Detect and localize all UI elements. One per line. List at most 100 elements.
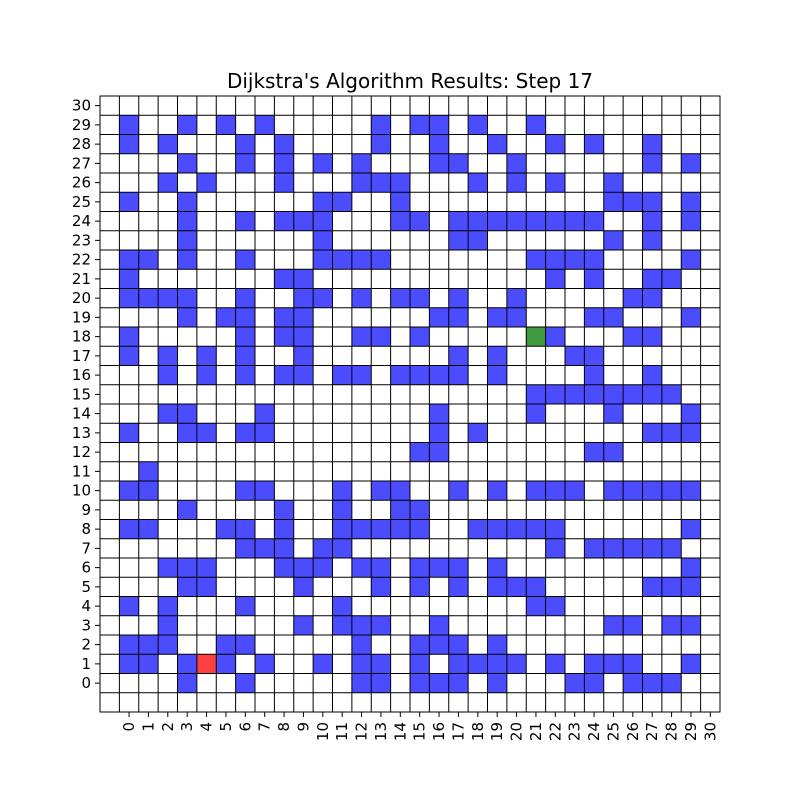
y-tick-label: 21 xyxy=(72,270,91,288)
obstacle-cell xyxy=(623,327,643,347)
obstacle-cell xyxy=(351,673,372,693)
y-tick-label: 8 xyxy=(81,520,91,538)
obstacle-cell xyxy=(448,230,469,250)
obstacle-cell xyxy=(371,673,391,693)
obstacle-cell xyxy=(274,173,294,193)
x-tick-label: 8 xyxy=(275,722,293,732)
obstacle-cell xyxy=(351,615,372,635)
obstacle-cell xyxy=(603,404,624,424)
obstacle-cell xyxy=(390,192,410,212)
obstacle-cell xyxy=(177,230,197,250)
obstacle-cell xyxy=(506,288,527,308)
obstacle-cell xyxy=(526,596,546,616)
obstacle-cell xyxy=(681,654,701,674)
obstacle-cell xyxy=(487,211,507,231)
obstacle-cell xyxy=(138,461,159,481)
obstacle-cell xyxy=(119,269,139,289)
obstacle-cell xyxy=(351,635,372,655)
obstacle-cell xyxy=(313,654,333,674)
obstacle-cell xyxy=(661,673,682,693)
obstacle-cell xyxy=(274,211,294,231)
obstacle-cell xyxy=(487,134,507,154)
obstacle-cell xyxy=(235,635,255,655)
y-tick-label: 1 xyxy=(81,655,91,673)
obstacle-cell xyxy=(119,423,139,443)
y-tick-label: 16 xyxy=(72,366,91,384)
obstacle-cell xyxy=(274,558,294,578)
obstacle-cell xyxy=(235,307,255,327)
obstacle-cell xyxy=(584,384,604,404)
obstacle-cell xyxy=(661,538,682,558)
obstacle-cell xyxy=(448,346,469,366)
y-tick-label: 25 xyxy=(72,193,91,211)
obstacle-cell xyxy=(623,538,643,558)
obstacle-cell xyxy=(468,519,488,539)
obstacle-cell xyxy=(371,134,391,154)
x-tick-label: 16 xyxy=(430,722,448,741)
x-tick-label: 10 xyxy=(314,722,332,741)
obstacle-cell xyxy=(429,404,449,424)
obstacle-cell xyxy=(119,288,139,308)
obstacle-cell xyxy=(448,654,469,674)
obstacle-cell xyxy=(119,596,139,616)
obstacle-cell xyxy=(642,230,662,250)
obstacle-cell xyxy=(410,365,430,385)
obstacle-cell xyxy=(681,153,701,173)
obstacle-cell xyxy=(235,250,255,270)
obstacle-cell xyxy=(274,134,294,154)
obstacle-cell xyxy=(351,365,372,385)
obstacle-cell xyxy=(545,250,565,270)
obstacle-cell xyxy=(623,192,643,212)
obstacle-cell xyxy=(274,153,294,173)
y-tick-label: 23 xyxy=(72,231,91,249)
obstacle-cell xyxy=(235,481,255,501)
obstacle-cell xyxy=(293,269,314,289)
obstacle-cell xyxy=(410,519,430,539)
obstacle-cell xyxy=(235,346,255,366)
obstacle-cell xyxy=(565,250,585,270)
obstacle-cell xyxy=(468,423,488,443)
x-tick-label: 6 xyxy=(236,722,254,732)
obstacle-cell xyxy=(429,673,449,693)
obstacle-cell xyxy=(235,365,255,385)
obstacle-cell xyxy=(487,481,507,501)
obstacle-cell xyxy=(468,654,488,674)
y-tick-label: 6 xyxy=(81,559,91,577)
obstacle-cell xyxy=(293,365,314,385)
obstacle-cell xyxy=(138,250,159,270)
obstacle-cell xyxy=(371,327,391,347)
obstacle-cell xyxy=(313,211,333,231)
obstacle-cell xyxy=(448,153,469,173)
obstacle-cell xyxy=(119,327,139,347)
y-tick-label: 7 xyxy=(81,539,91,557)
obstacle-cell xyxy=(255,654,275,674)
obstacle-cell xyxy=(642,153,662,173)
y-tick-label: 17 xyxy=(72,347,91,365)
obstacle-cell xyxy=(526,481,546,501)
obstacle-cell xyxy=(313,288,333,308)
obstacle-cell xyxy=(371,577,391,597)
x-tick-label: 30 xyxy=(701,722,719,741)
obstacle-cell xyxy=(119,635,139,655)
y-tick-label: 20 xyxy=(72,289,91,307)
obstacle-cell xyxy=(429,115,449,135)
obstacle-cell xyxy=(390,288,410,308)
x-tick-label: 11 xyxy=(333,722,351,741)
obstacle-cell xyxy=(351,173,372,193)
obstacle-cell xyxy=(293,288,314,308)
obstacle-cell xyxy=(371,250,391,270)
obstacle-cell xyxy=(274,519,294,539)
x-tick-label: 3 xyxy=(178,722,196,732)
obstacle-cell xyxy=(642,365,662,385)
obstacle-cell xyxy=(119,346,139,366)
obstacle-cell xyxy=(526,577,546,597)
obstacle-cell xyxy=(545,269,565,289)
obstacle-cell xyxy=(584,307,604,327)
goal-cell xyxy=(526,327,546,347)
x-tick-label: 25 xyxy=(604,722,622,741)
obstacle-cell xyxy=(642,538,662,558)
obstacle-cell xyxy=(584,250,604,270)
obstacle-cell xyxy=(545,519,565,539)
obstacle-cell xyxy=(138,288,159,308)
